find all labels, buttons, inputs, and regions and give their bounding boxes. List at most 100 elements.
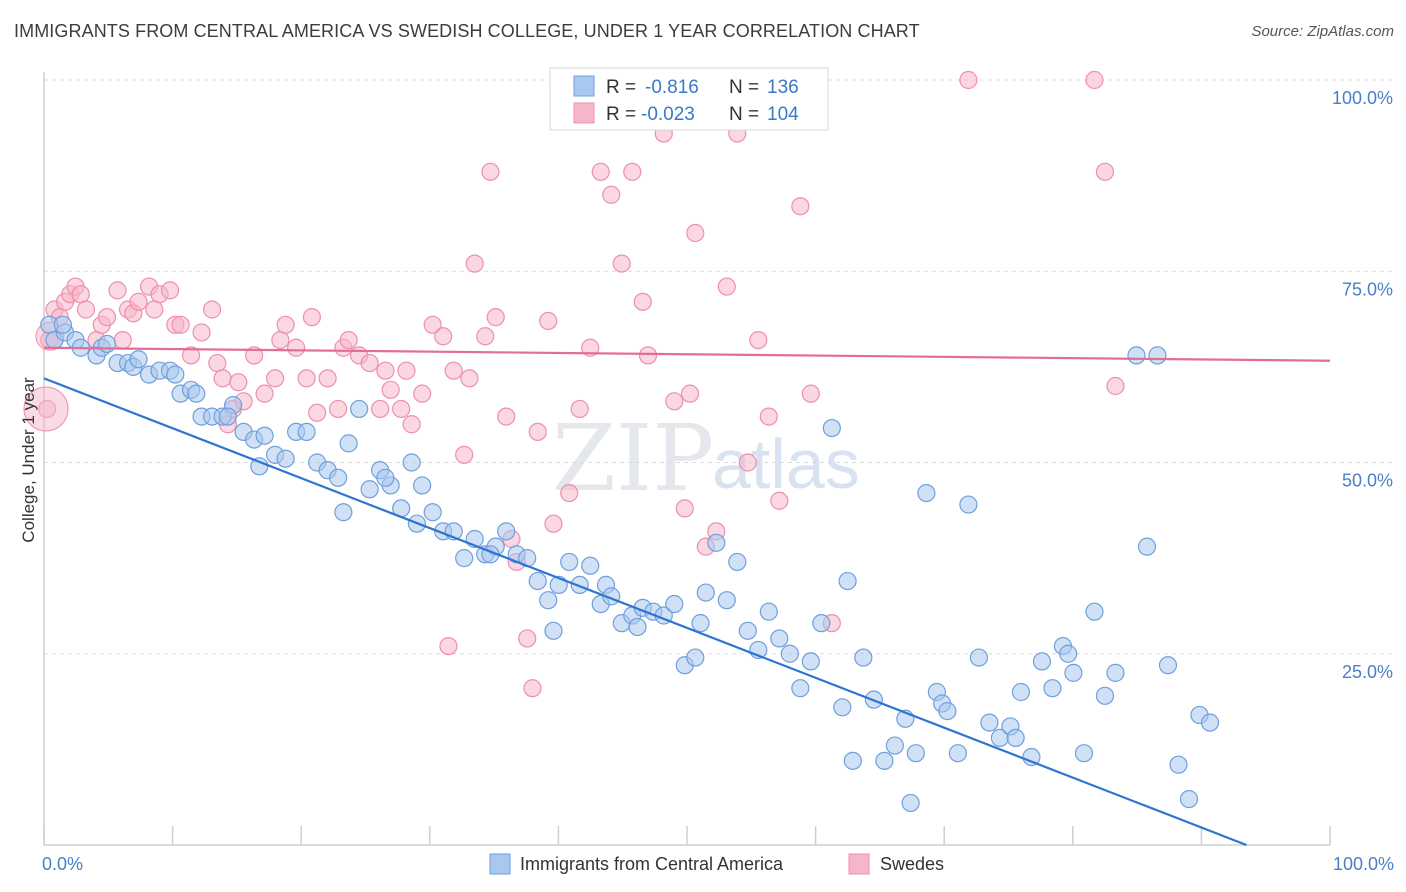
data-point — [628, 617, 647, 637]
data-point — [717, 591, 736, 610]
data-point — [71, 285, 90, 304]
legend-r-label-2: R = — [606, 104, 636, 125]
data-point — [265, 369, 285, 388]
data-point — [1095, 162, 1115, 181]
data-point — [801, 384, 820, 403]
data-point — [276, 449, 295, 468]
data-point — [376, 361, 395, 380]
data-point — [413, 476, 432, 495]
data-point — [570, 575, 589, 595]
stats-legend: R = -0.816 N = 136 R = -0.023 N = 104 — [549, 67, 829, 131]
data-point — [738, 453, 757, 472]
data-point — [192, 323, 211, 342]
data-point — [287, 338, 306, 357]
data-point — [638, 346, 658, 365]
data-point — [402, 453, 421, 472]
data-point — [612, 254, 631, 273]
data-point — [539, 311, 558, 331]
series-legend: Immigrants from Central America Swedes — [489, 853, 944, 875]
data-point — [1137, 537, 1157, 556]
data-point — [665, 392, 684, 411]
legend-r-value-2: -0.023 — [641, 104, 695, 125]
data-point — [76, 300, 96, 319]
data-point — [791, 679, 810, 698]
data-point — [455, 549, 474, 568]
y-tick-label: 75.0% — [1342, 279, 1393, 299]
data-point — [271, 331, 290, 350]
series-legend-swatch-pink — [848, 853, 870, 875]
data-point — [633, 292, 652, 311]
data-point — [434, 327, 453, 346]
data-point — [917, 484, 936, 503]
source-credit: Source: ZipAtlas.com — [1251, 23, 1394, 40]
data-point — [339, 331, 358, 350]
data-point — [187, 384, 206, 403]
data-point — [833, 698, 852, 717]
trend-lines — [43, 346, 1331, 847]
data-point — [145, 300, 164, 319]
data-point — [707, 533, 726, 552]
data-point — [308, 403, 327, 422]
data-point — [1200, 713, 1220, 732]
data-point — [980, 713, 999, 732]
x-axis-ticks — [43, 826, 1331, 845]
data-point — [691, 614, 710, 633]
data-point — [906, 744, 925, 763]
data-point — [780, 644, 799, 663]
series-legend-swatch-blue — [489, 853, 511, 875]
data-point — [455, 445, 474, 464]
legend-swatch-pink — [573, 102, 595, 124]
data-point — [1085, 602, 1104, 621]
data-point — [129, 350, 148, 369]
chart-title: IMMIGRANTS FROM CENTRAL AMERICA VS SWEDI… — [14, 21, 920, 41]
data-point — [350, 399, 369, 419]
watermark-atlas: atlas — [712, 425, 860, 503]
data-point — [329, 468, 348, 487]
data-point — [97, 334, 117, 354]
data-point — [749, 331, 768, 350]
data-point — [560, 484, 579, 503]
data-point — [717, 277, 736, 296]
data-point — [791, 197, 810, 216]
data-point — [570, 399, 589, 419]
data-point — [1011, 682, 1031, 702]
data-point — [843, 751, 862, 770]
data-point — [360, 480, 379, 499]
legend-r-label-1: R = — [606, 77, 636, 98]
data-point — [518, 629, 537, 648]
data-point — [1127, 346, 1146, 365]
data-point — [686, 223, 705, 243]
data-point — [244, 346, 264, 365]
data-point — [948, 744, 967, 763]
y-axis-label: College, Under 1 year — [19, 377, 38, 543]
data-point — [528, 422, 547, 441]
data-point — [560, 552, 579, 572]
data-point — [838, 571, 857, 591]
data-point — [1148, 346, 1167, 365]
data-point — [1158, 656, 1178, 675]
data-point — [255, 426, 274, 445]
data-point — [213, 369, 232, 388]
data-point — [218, 407, 237, 426]
data-point — [665, 594, 684, 614]
data-point — [481, 162, 500, 181]
data-point — [680, 384, 700, 403]
data-point — [1064, 663, 1083, 682]
legend-n-label-2: N = — [729, 104, 759, 125]
data-point — [544, 514, 563, 533]
legend-r-value-1: -0.816 — [645, 77, 699, 98]
data-point — [465, 254, 484, 273]
data-point — [329, 399, 348, 419]
data-point — [255, 384, 274, 403]
data-point — [759, 602, 778, 621]
data-point — [801, 652, 820, 671]
x-tick-label-max: 100.0% — [1333, 854, 1394, 874]
data-point — [360, 353, 379, 373]
data-point — [53, 315, 73, 334]
data-point — [591, 162, 610, 181]
data-point — [371, 399, 390, 419]
data-point — [166, 365, 185, 384]
data-point — [1095, 686, 1115, 705]
data-point — [423, 315, 442, 334]
data-point — [302, 308, 321, 327]
